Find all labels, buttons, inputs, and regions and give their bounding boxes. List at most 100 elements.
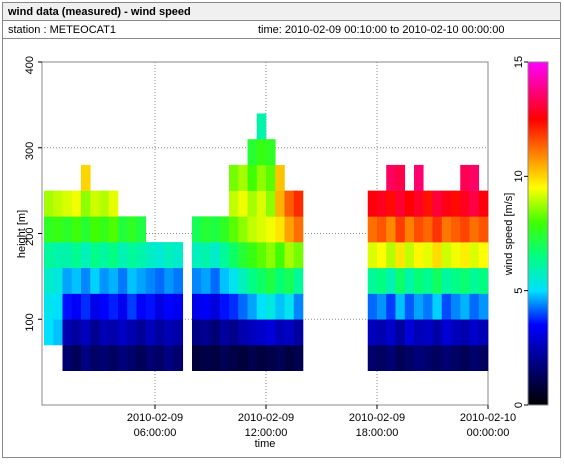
- heatmap-cell: [229, 216, 239, 243]
- colorbar-tick-label: 5: [513, 288, 525, 294]
- heatmap-cell: [266, 190, 276, 217]
- heatmap-cell: [266, 164, 276, 191]
- heatmap-cell: [423, 242, 433, 269]
- heatmap-cell: [229, 344, 239, 371]
- heatmap-cell: [247, 242, 258, 269]
- x-axis-label: time: [255, 438, 276, 450]
- heatmap-cell: [275, 164, 285, 191]
- heatmap-cell: [192, 344, 202, 371]
- heatmap-cell: [469, 293, 480, 320]
- heatmap-cell: [460, 267, 470, 294]
- heatmap-cell: [229, 190, 239, 217]
- heatmap-cell: [99, 319, 110, 346]
- heatmap-cell: [145, 319, 156, 346]
- heatmap-cell: [90, 344, 100, 371]
- heatmap-cell: [395, 267, 406, 294]
- heatmap-cell: [293, 293, 304, 320]
- heatmap-cell: [423, 190, 433, 217]
- heatmap-cell: [238, 344, 248, 371]
- heatmap-cell: [256, 293, 267, 320]
- heatmap-cell: [441, 267, 452, 294]
- heatmap-cell: [423, 293, 433, 320]
- heatmap-cell: [377, 242, 387, 269]
- heatmap-cell: [164, 267, 174, 294]
- heatmap-cell: [256, 113, 267, 140]
- heatmap-cell: [210, 293, 221, 320]
- heatmap-cell: [395, 216, 406, 243]
- heatmap-cell: [284, 344, 295, 371]
- heatmap-cell: [192, 216, 202, 243]
- heatmap-cell: [201, 319, 211, 346]
- heatmap-cell: [432, 190, 443, 217]
- heatmap-cell: [377, 344, 387, 371]
- heatmap-cell: [469, 319, 480, 346]
- heatmap-cell: [108, 319, 119, 346]
- x-tick-label: 2010-02-09 06:00:00: [127, 412, 183, 439]
- heatmap-cell: [108, 242, 119, 269]
- heatmap-cell: [367, 293, 378, 320]
- heatmap-cell: [386, 242, 396, 269]
- heatmap-cell: [108, 293, 119, 320]
- heatmap-cell: [247, 164, 258, 191]
- heatmap-cell: [367, 344, 378, 371]
- heatmap-cell: [62, 344, 73, 371]
- heatmap-cell: [451, 344, 461, 371]
- heatmap-cell: [386, 267, 396, 294]
- heatmap-cell: [367, 319, 378, 346]
- heatmap-cell: [386, 216, 396, 243]
- time-range: time: 2010-02-09 00:10:00 to 2010-02-10 …: [258, 24, 504, 36]
- heatmap-cell: [266, 319, 276, 346]
- heatmap-cell: [192, 293, 202, 320]
- heatmap-cell: [71, 216, 82, 243]
- colorbar-tick-label: 15: [513, 56, 525, 68]
- heatmap-cell: [432, 293, 443, 320]
- heatmap-cell: [451, 319, 461, 346]
- heatmap-cell: [136, 344, 147, 371]
- heatmap-cell: [173, 293, 184, 320]
- heatmap-cell: [266, 139, 276, 166]
- heatmap-cell: [377, 293, 387, 320]
- heatmap-cell: [256, 267, 267, 294]
- heatmap-cell: [377, 216, 387, 243]
- heatmap-cell: [293, 319, 304, 346]
- heatmap-cell: [238, 319, 248, 346]
- heatmap-cell: [71, 267, 82, 294]
- heatmap-cell: [275, 242, 285, 269]
- heatmap-cell: [404, 242, 415, 269]
- heatmap-cell: [451, 267, 461, 294]
- heatmap-cell: [127, 293, 137, 320]
- heatmap-cell: [62, 242, 73, 269]
- heatmap-cell: [127, 319, 137, 346]
- heatmap-cell: [284, 319, 295, 346]
- heatmap-cell: [275, 344, 285, 371]
- heatmap-cell: [44, 293, 54, 320]
- heatmap-cell: [219, 267, 230, 294]
- y-tick-label: 400: [24, 56, 36, 74]
- heatmap-cell: [81, 190, 91, 217]
- heatmap-cell: [451, 216, 461, 243]
- heatmap-cell: [266, 293, 276, 320]
- heatmap-cell: [441, 344, 452, 371]
- heatmap-cell: [71, 242, 82, 269]
- heatmap-cell: [99, 242, 110, 269]
- heatmap-cell: [469, 164, 480, 191]
- heatmap-cell: [127, 242, 137, 269]
- heatmap-cell: [118, 216, 128, 243]
- heatmap-cell: [155, 344, 165, 371]
- heatmap-cell: [229, 164, 239, 191]
- heatmap-cell: [210, 267, 221, 294]
- heatmap-cell: [136, 293, 147, 320]
- heatmap-cell: [229, 293, 239, 320]
- heatmap-cell: [247, 319, 258, 346]
- heatmap-cell: [441, 216, 452, 243]
- heatmap-cell: [71, 293, 82, 320]
- heatmap-cell: [451, 190, 461, 217]
- heatmap-cell: [460, 344, 470, 371]
- heatmap-cell: [469, 344, 480, 371]
- heatmap-cell: [441, 242, 452, 269]
- heatmap-cell: [247, 293, 258, 320]
- heatmap-cell: [460, 216, 470, 243]
- heatmap-cell: [275, 267, 285, 294]
- heatmap-cell: [192, 319, 202, 346]
- heatmap-cell: [71, 190, 82, 217]
